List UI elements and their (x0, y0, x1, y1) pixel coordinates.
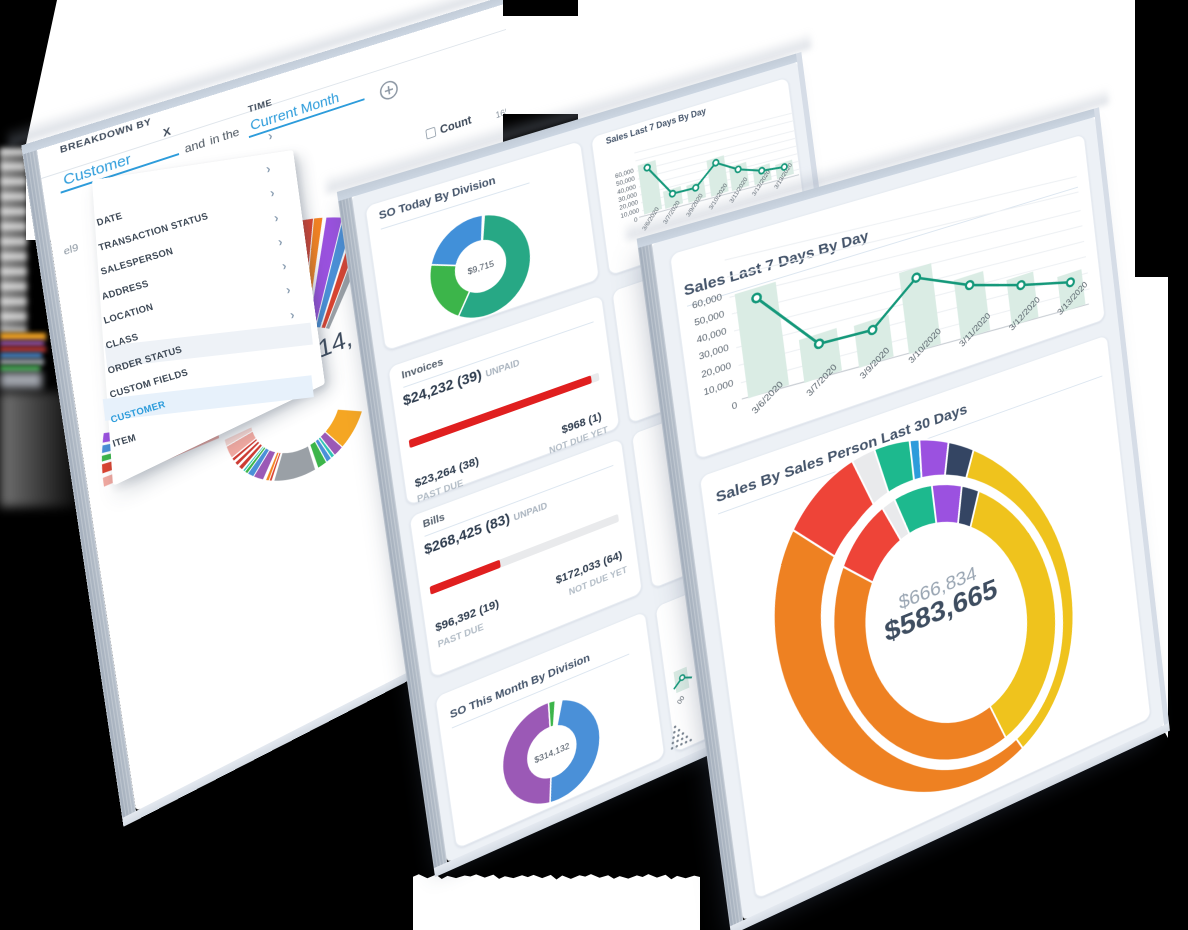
svg-text:0: 0 (731, 400, 738, 412)
svg-text:0: 0 (634, 216, 638, 224)
svg-text:00: 00 (676, 695, 687, 706)
